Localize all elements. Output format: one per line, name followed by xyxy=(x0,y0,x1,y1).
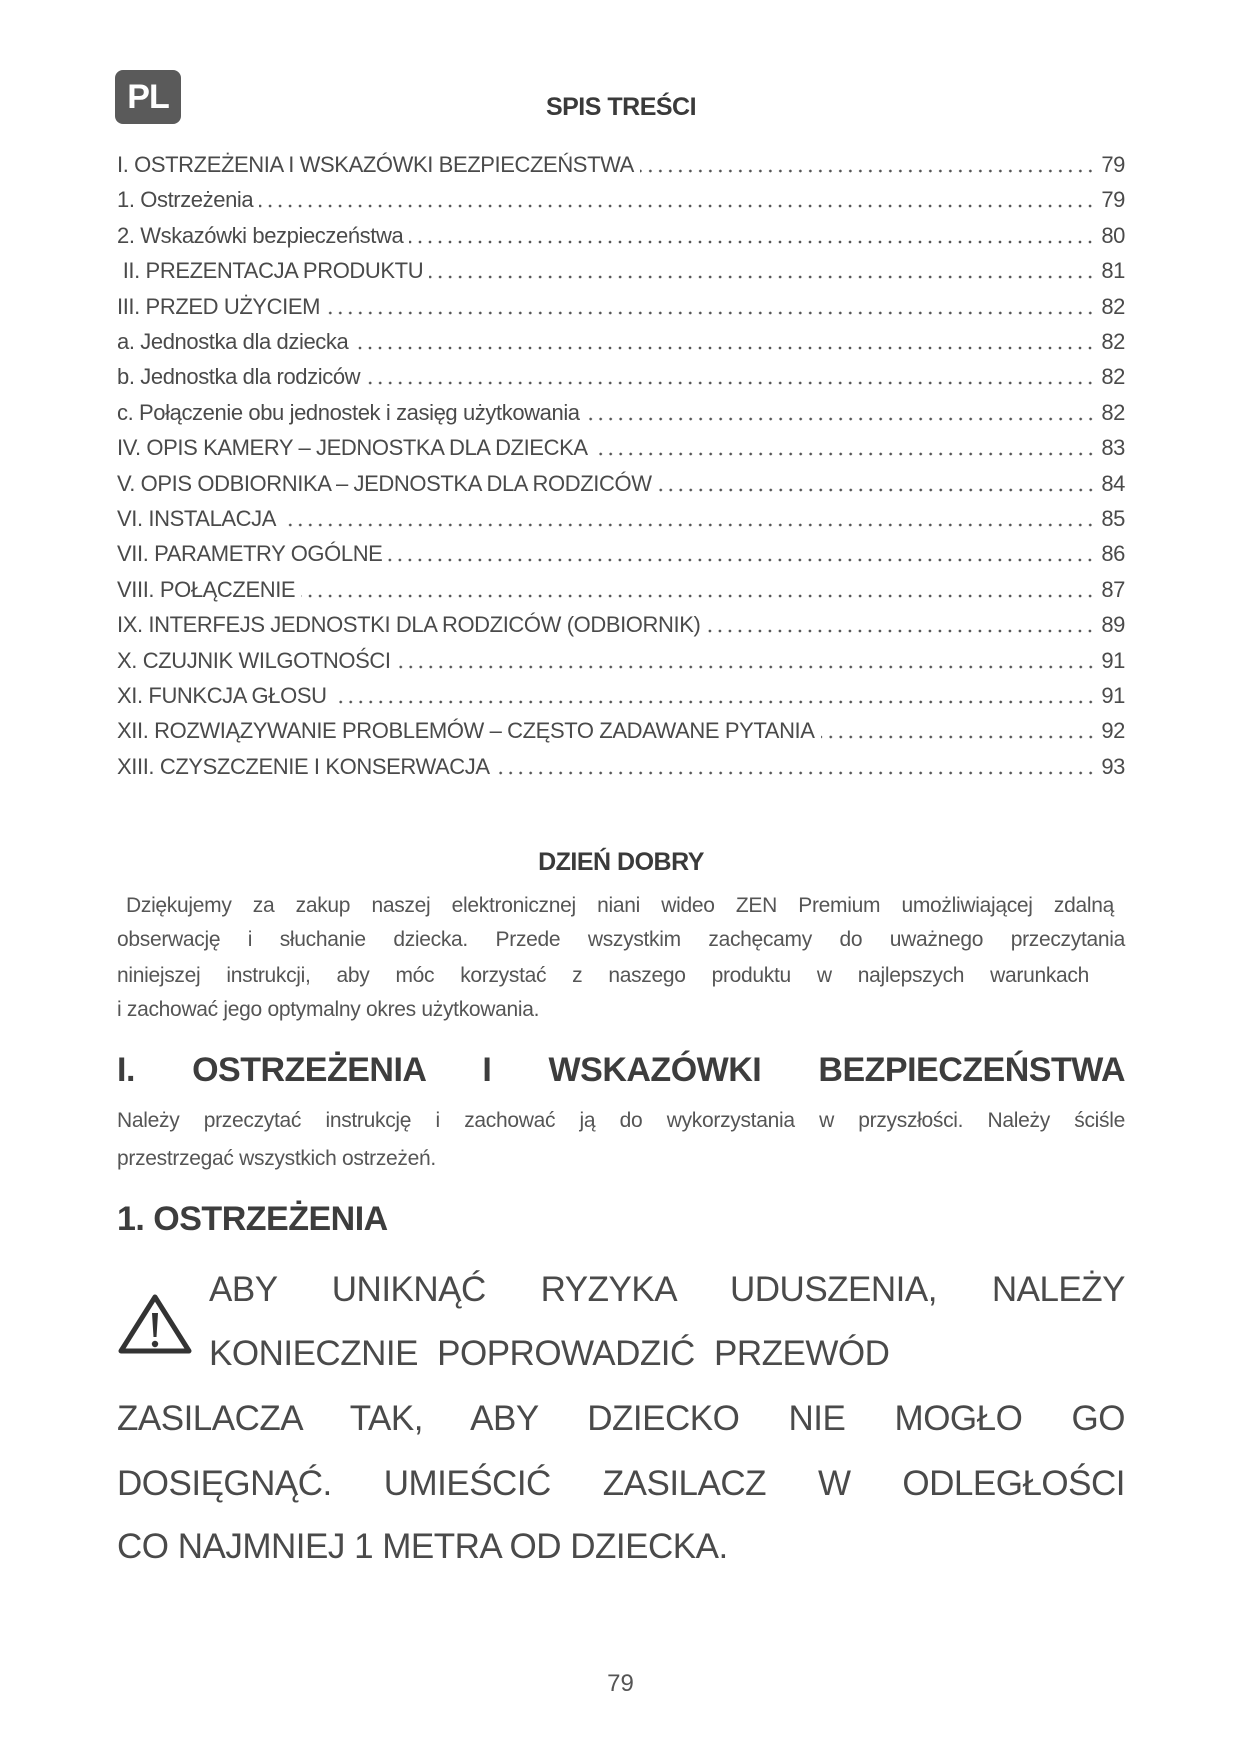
page-content: SPIS TREŚCI I. OSTRZEŻENIA I WSKAZÓWKI B… xyxy=(117,0,1126,1754)
toc-item-page: 91 xyxy=(1101,647,1125,673)
toc-item-label: XII. ROZWIĄZYWANIE PROBLEMÓW – CZĘSTO ZA… xyxy=(117,718,815,744)
toc-item-page: 79 xyxy=(1101,152,1125,177)
toc-item-label: IV. OPIS KAMERY – JEDNOSTKA DLA DZIECKA xyxy=(117,435,588,461)
toc-title: SPIS TREŚCI xyxy=(545,93,697,121)
toc-item[interactable]: VII. PARAMETRY OGÓLNE 86 xyxy=(117,537,1125,571)
toc-item-page: 91 xyxy=(1101,683,1125,708)
toc-item[interactable]: III. PRZED UŻYCIEM 82 xyxy=(117,290,1125,324)
toc-item-page: 82 xyxy=(1101,364,1125,390)
toc-leader-dots xyxy=(820,735,1096,740)
greeting-title: DZIEŃ DOBRY xyxy=(538,848,704,876)
toc-item-label: 1. Ostrzeżenia xyxy=(117,187,254,213)
toc-item-label: b. Jednostka dla rodziców xyxy=(117,364,361,390)
toc-item[interactable]: II. PREZENTACJA PRODUKTU 81 xyxy=(117,254,1126,288)
toc-item[interactable]: XI. FUNKCJA GŁOSU 91 xyxy=(117,679,1125,713)
toc-item[interactable]: IV. OPIS KAMERY – JEDNOSTKA DLA DZIECKA 8… xyxy=(117,431,1125,465)
warning-line: DOSIĘGNĄĆ. UMIEŚCIĆ ZASILACZ W ODLEGŁOŚC… xyxy=(117,1464,1126,1503)
toc-item[interactable]: VI. INSTALACJA 85 xyxy=(117,502,1125,536)
toc-item-page: 87 xyxy=(1101,576,1125,602)
toc-item-label: II. PREZENTACJA PRODUKTU xyxy=(117,258,424,284)
toc-item[interactable]: I. OSTRZEŻENIA I WSKAZÓWKI BEZPIECZEŃSTW… xyxy=(117,148,1125,182)
toc-leader-dots xyxy=(354,346,1096,350)
warning-line: ABY UNIKNĄĆ RYZYKA UDUSZENIA, NALEŻY xyxy=(209,1270,1126,1309)
greeting-line: obserwację i słuchanie dziecka. Przede w… xyxy=(117,928,1125,951)
toc-item-label: VIII. POŁĄCZENIE xyxy=(117,576,296,602)
greeting-line: i zachować jego optymalny okres użytkowa… xyxy=(117,998,540,1021)
toc-item[interactable]: V. OPIS ODBIORNIKA – JEDNOSTKA DLA RODZI… xyxy=(117,467,1125,501)
toc-leader-dots xyxy=(585,416,1096,421)
toc-item[interactable]: X. CZUJNIK WILGOTNOŚCI 91 xyxy=(117,644,1125,678)
toc-leader-dots xyxy=(495,770,1096,775)
toc-item-page: 89 xyxy=(1101,612,1125,638)
toc-item-page: 80 xyxy=(1101,222,1125,248)
toc-item-label: 2. Wskazówki bezpieczeństwa xyxy=(117,222,404,248)
toc-item-page: 82 xyxy=(1101,399,1125,425)
section-heading: I. OSTRZEŻENIA I WSKAZÓWKI BEZPIECZEŃSTW… xyxy=(117,1051,1126,1089)
toc-leader-dots xyxy=(639,169,1096,173)
toc-item[interactable]: IX. INTERFEJS JEDNOSTKI DLA RODZICÓW (OD… xyxy=(117,608,1125,642)
greeting-line: niniejszej instrukcji, aby móc korzystać… xyxy=(117,964,1089,987)
toc-item-page: 93 xyxy=(1101,753,1125,779)
warning-line: CO NAJMNIEJ 1 METRA OD DZIECKA. xyxy=(117,1527,728,1566)
toc-item-label: III. PRZED UŻYCIEM xyxy=(117,293,321,319)
toc-item[interactable]: XIII. CZYSZCZENIE I KONSERWACJA 93 xyxy=(117,750,1125,784)
section-intro-line: przestrzegać wszystkich ostrzeżeń. xyxy=(117,1147,436,1170)
toc-item-label: V. OPIS ODBIORNIKA – JEDNOSTKA DLA RODZI… xyxy=(117,470,652,496)
toc-leader-dots xyxy=(301,593,1096,598)
toc-leader-dots xyxy=(409,239,1096,244)
toc-item-page: 82 xyxy=(1101,329,1125,354)
toc-leader-dots xyxy=(282,523,1096,527)
toc-item-label: XIII. CZYSZCZENIE I KONSERWACJA xyxy=(117,753,490,779)
toc-item[interactable]: VIII. POŁĄCZENIE 87 xyxy=(117,573,1125,607)
language-badge: PL xyxy=(115,70,181,124)
toc-item[interactable]: 1. Ostrzeżenia 79 xyxy=(117,183,1125,217)
toc-leader-dots xyxy=(332,700,1096,704)
toc-item-page: 81 xyxy=(1101,258,1125,284)
toc-leader-dots xyxy=(429,275,1096,280)
toc-leader-dots xyxy=(657,487,1096,492)
page-number: 79 xyxy=(607,1670,634,1697)
toc-item[interactable]: XII. ROZWIĄZYWANIE PROBLEMÓW – CZĘSTO ZA… xyxy=(117,714,1125,748)
toc-item[interactable]: b. Jednostka dla rodziców 82 xyxy=(117,360,1125,394)
toc-leader-dots xyxy=(396,664,1096,669)
warning-triangle-icon xyxy=(118,1294,192,1354)
toc-item-page: 82 xyxy=(1101,293,1125,319)
greeting-line: Dziękujemy za zakup naszej elektroniczne… xyxy=(126,894,1114,917)
toc-item-page: 84 xyxy=(1101,470,1125,496)
warning-line: ZASILACZA TAK, ABY DZIECKO NIE MOGŁO GO xyxy=(117,1399,1126,1438)
toc-item-page: 85 xyxy=(1101,506,1125,531)
toc-item-page: 86 xyxy=(1101,541,1125,567)
toc-item-label: IX. INTERFEJS JEDNOSTKI DLA RODZICÓW (OD… xyxy=(117,612,701,638)
toc-item-label: X. CZUJNIK WILGOTNOŚCI xyxy=(117,647,391,673)
toc-leader-dots xyxy=(366,381,1096,386)
toc-item-page: 79 xyxy=(1101,187,1125,213)
warning-line: KONIECZNIE POPROWADZIĆ PRZEWÓD xyxy=(209,1334,890,1373)
toc-item[interactable]: c. Połączenie obu jednostek i zasięg uży… xyxy=(117,396,1125,430)
subsection-heading: 1. OSTRZEŻENIA xyxy=(117,1200,388,1238)
toc-item-label: I. OSTRZEŻENIA I WSKAZÓWKI BEZPIECZEŃSTW… xyxy=(117,152,634,177)
toc-leader-dots xyxy=(326,310,1096,315)
toc-item-page: 83 xyxy=(1101,435,1125,461)
toc-leader-dots xyxy=(388,558,1096,563)
toc-item-label: c. Połączenie obu jednostek i zasięg uży… xyxy=(117,399,580,425)
toc-item-page: 92 xyxy=(1101,718,1125,744)
toc-item-label: VI. INSTALACJA xyxy=(117,506,277,531)
toc-item[interactable]: 2. Wskazówki bezpieczeństwa 80 xyxy=(117,219,1125,253)
toc-item[interactable]: a. Jednostka dla dziecka 82 xyxy=(117,325,1125,359)
toc-item-label: a. Jednostka dla dziecka xyxy=(117,329,349,354)
toc-leader-dots xyxy=(259,204,1096,209)
toc-item-label: VII. PARAMETRY OGÓLNE xyxy=(117,541,383,567)
toc-leader-dots xyxy=(593,452,1096,457)
toc-item-label: XI. FUNKCJA GŁOSU xyxy=(117,683,327,708)
section-intro-line: Należy przeczytać instrukcję i zachować … xyxy=(117,1109,1125,1132)
toc-leader-dots xyxy=(706,629,1096,634)
